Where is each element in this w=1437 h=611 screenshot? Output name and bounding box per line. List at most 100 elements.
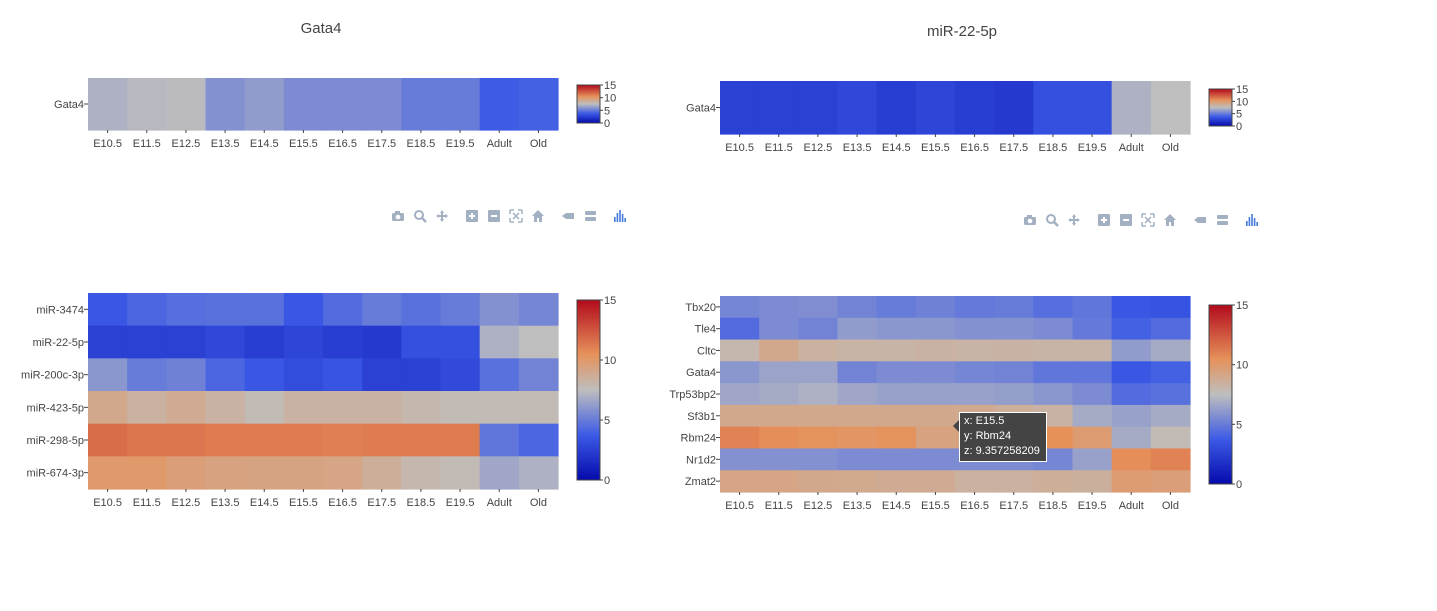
zoom-in-icon[interactable]: [465, 209, 479, 223]
heatmap-cell: [1072, 470, 1113, 493]
x-tick-label: E10.5: [93, 497, 122, 509]
heatmap-cell: [166, 456, 207, 490]
colorbar-tick-label: 0: [1236, 121, 1242, 133]
y-tick-label: miR-423-5p: [27, 402, 84, 414]
heatmap-cell: [994, 470, 1034, 493]
x-tick-label: E12.5: [172, 497, 201, 509]
heatmap-cell: [1033, 470, 1074, 493]
y-tick-label: miR-3474: [36, 304, 84, 316]
x-tick-label: E18.5: [407, 497, 436, 509]
x-tick-label: Old: [1162, 142, 1179, 154]
heatmap-cell: [798, 361, 839, 384]
compare-hover-icon[interactable]: [583, 209, 597, 223]
heatmap-cell: [837, 426, 878, 450]
heatmap-cell: [759, 361, 799, 384]
heatmap-cell: [915, 470, 956, 493]
heatmap-cell: [244, 78, 285, 131]
heatmap-cell: [1111, 426, 1152, 450]
heatmap-cell: [283, 78, 324, 131]
compare-hover-icon[interactable]: [1215, 213, 1229, 227]
modebar-right: [1023, 212, 1267, 228]
y-tick-label: Tle4: [695, 324, 716, 336]
x-tick-label: E18.5: [1039, 500, 1068, 512]
zoom-out-icon[interactable]: [1119, 213, 1133, 227]
heatmap-cell: [401, 325, 442, 359]
pan-icon[interactable]: [435, 209, 449, 223]
heatmap-cell: [127, 391, 167, 425]
heatmap-cell: [401, 293, 442, 327]
pan-icon[interactable]: [1067, 213, 1081, 227]
heatmap-cell: [88, 293, 128, 327]
heatmap-cell: [876, 296, 917, 319]
x-tick-label: Adult: [1119, 500, 1144, 512]
heatmap-cell: [440, 358, 481, 392]
camera-icon[interactable]: [1023, 213, 1037, 227]
heatmap-cell: [166, 293, 207, 327]
spike-lines-icon[interactable]: [561, 209, 575, 223]
y-tick-label: Cltc: [697, 345, 716, 357]
zoom-out-icon[interactable]: [487, 209, 501, 223]
plotly-logo-icon[interactable]: [613, 209, 627, 223]
heatmap-cell: [720, 296, 760, 319]
zoom-in-icon[interactable]: [1097, 213, 1111, 227]
x-tick-label: E15.5: [289, 138, 318, 150]
heatmap-cell: [283, 456, 324, 490]
heatmap-cell: [876, 404, 917, 428]
heatmap-cell: [1033, 339, 1074, 362]
x-tick-label: E11.5: [133, 497, 161, 509]
heatmap-cell: [915, 383, 956, 406]
heatmap-cell: [1072, 426, 1113, 450]
heatmap-cell: [1150, 81, 1191, 135]
heatmap-cell: [837, 361, 878, 384]
heatmap-cell: [323, 423, 363, 457]
heatmap-panel-2: miR-22-5p E10.5 E11.5 E12.5 E13.5 E14.5 E15.5 E…: [686, 23, 1248, 154]
zoom-icon[interactable]: [1045, 213, 1059, 227]
x-tick-label: E11.5: [765, 142, 793, 154]
heatmap-cell: [88, 391, 128, 425]
heatmap-cell: [915, 404, 956, 428]
heatmap-cell: [518, 358, 559, 392]
tooltip-z: z: 9.357258209: [964, 445, 1040, 457]
zoom-icon[interactable]: [413, 209, 427, 223]
y-tick-label: Nr1d2: [686, 454, 716, 466]
heatmap-cell: [283, 325, 324, 359]
reset-axes-icon[interactable]: [531, 209, 545, 223]
heatmap-cell: [323, 293, 363, 327]
heatmap-cell: [1072, 383, 1113, 406]
heatmap-cell: [798, 448, 839, 471]
heatmap-cell: [720, 426, 760, 450]
heatmap-cell: [479, 78, 520, 131]
camera-icon[interactable]: [391, 209, 405, 223]
heatmap-cell: [518, 78, 559, 131]
heatmap-cell: [915, 361, 956, 384]
plotly-logo-icon[interactable]: [1245, 213, 1259, 227]
reset-axes-icon[interactable]: [1163, 213, 1177, 227]
y-tick-label: Trp53bp2: [669, 389, 716, 401]
heatmap-cell: [994, 296, 1034, 319]
heatmap-cell: [1072, 404, 1113, 428]
heatmap-cell: [876, 317, 917, 341]
autoscale-icon[interactable]: [509, 209, 523, 223]
x-tick-label: E17.5: [367, 497, 396, 509]
heatmap-cell: [323, 78, 363, 131]
autoscale-icon[interactable]: [1141, 213, 1155, 227]
heatmap-cell: [518, 423, 559, 457]
y-tick-label: Sf3b1: [687, 411, 716, 423]
heatmap-cell: [994, 383, 1034, 406]
x-tick-label: E10.5: [93, 138, 122, 150]
x-tick-label: E12.5: [804, 142, 833, 154]
heatmap-cell: [915, 296, 956, 319]
heatmap-cell: [1072, 296, 1113, 319]
heatmap-cell: [994, 361, 1034, 384]
spike-lines-icon[interactable]: [1193, 213, 1207, 227]
colorbar-tick-label: 0: [604, 118, 610, 130]
heatmap-cell: [1150, 404, 1191, 428]
x-tick-label: E19.5: [1078, 142, 1107, 154]
x-tick-label: E10.5: [725, 500, 754, 512]
heatmap-cell: [479, 325, 520, 359]
tooltip-y: y: Rbm24: [964, 430, 1012, 442]
heatmap-cell: [837, 383, 878, 406]
heatmap-cell: [362, 358, 402, 392]
heatmap-cell: [127, 293, 167, 327]
